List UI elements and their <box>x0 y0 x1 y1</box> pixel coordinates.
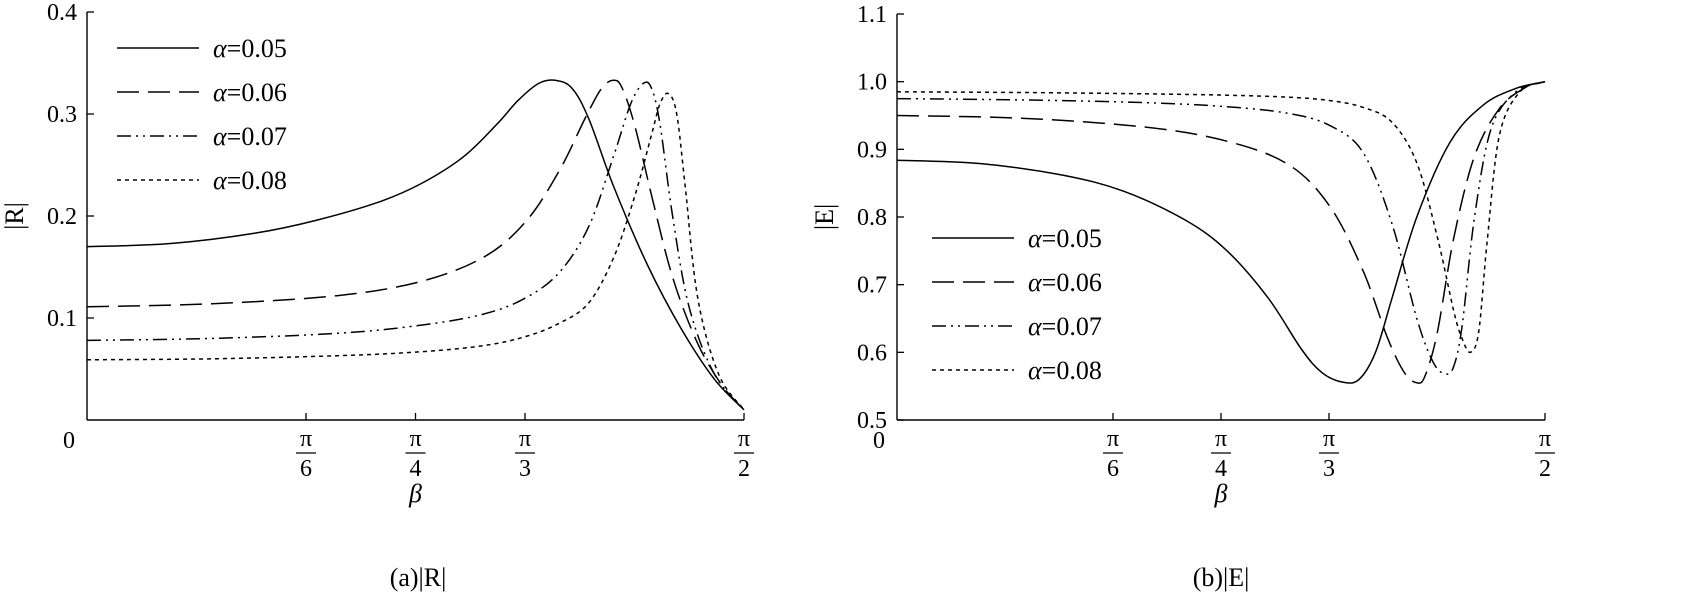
x-tick-numerator: π <box>1215 426 1227 452</box>
series-line-dashed <box>86 79 745 411</box>
legend-symbol: α <box>1028 268 1043 297</box>
panel-caption: (b)|E| <box>1193 563 1250 592</box>
legend-value: =0.06 <box>1042 268 1102 297</box>
chart-panel-b: 0.50.60.70.80.91.01.10 π6π4π3π2β|E|(b)|E|… <box>810 2 1555 592</box>
legend-value: =0.07 <box>227 122 287 151</box>
x-tick-label-fraction: π2 <box>734 426 754 482</box>
y-tick-label: 0.7 <box>857 273 887 299</box>
x-tick-numerator: π <box>1323 426 1335 452</box>
y-tick-label: 1.0 <box>857 70 887 96</box>
legend-label: α=0.07 <box>1028 312 1102 341</box>
series-line-solid <box>896 80 1546 384</box>
y-tick-label: 0.1 <box>47 306 77 332</box>
series-line-dashed <box>896 80 1546 384</box>
legend-value: =0.08 <box>1042 356 1102 385</box>
series-line-dashdot <box>896 80 1546 375</box>
series-line-dotted <box>86 92 745 411</box>
x-tick-numerator: π <box>409 426 421 452</box>
legend-symbol: α <box>213 78 228 107</box>
legend-value: =0.06 <box>227 78 287 107</box>
series-line-solid <box>86 79 745 411</box>
legend-label: α=0.05 <box>1028 224 1102 253</box>
legend-value: =0.05 <box>1042 224 1102 253</box>
x-tick-denominator: 4 <box>410 456 422 482</box>
legend-value: =0.08 <box>227 166 287 195</box>
y-tick-label: 0.6 <box>857 340 887 366</box>
x-tick-denominator: 6 <box>300 456 312 482</box>
legend-symbol: α <box>1028 312 1043 341</box>
legend-value: =0.07 <box>1042 312 1102 341</box>
x-tick-label-fraction: π4 <box>405 426 426 482</box>
y-tick-label: 0.8 <box>857 205 887 231</box>
x-axis-label: β <box>1214 479 1228 508</box>
x-tick-label-fraction: π3 <box>1319 426 1339 482</box>
x-tick-denominator: 2 <box>738 456 750 482</box>
x-tick-numerator: π <box>1539 426 1551 452</box>
y-tick-label: 0.2 <box>47 204 77 230</box>
x-tick-label-fraction: π6 <box>1103 426 1123 482</box>
legend-label: α=0.08 <box>213 166 287 195</box>
legend-symbol: α <box>1028 224 1043 253</box>
x-tick-denominator: 6 <box>1107 456 1119 482</box>
y-tick-label: 1.1 <box>857 2 887 28</box>
x-tick-denominator: 4 <box>1215 456 1227 482</box>
x-tick-label: 0 <box>873 428 885 454</box>
x-tick-numerator: π <box>1107 426 1119 452</box>
x-tick-label-fraction: π4 <box>1211 426 1231 482</box>
legend-label: α=0.06 <box>213 78 287 107</box>
x-tick-numerator: π <box>300 426 312 452</box>
y-axis-label: |R| <box>0 202 29 230</box>
panel-caption: (a)|R| <box>390 563 447 592</box>
legend-symbol: α <box>213 34 228 63</box>
y-tick-label: 0.3 <box>47 102 77 128</box>
x-tick-numerator: π <box>519 426 531 452</box>
x-tick-label-fraction: π3 <box>515 426 535 482</box>
legend-symbol: α <box>213 166 228 195</box>
x-tick-label: 0 <box>63 428 75 454</box>
legend-symbol: α <box>1028 356 1043 385</box>
chart-panel-a: 0.10.20.30.40 π6π4π3π2β|R|(a)|R|α=0.05α=0… <box>0 0 754 592</box>
y-tick-label: 0.4 <box>47 0 77 26</box>
legend-label: α=0.06 <box>1028 268 1102 297</box>
x-tick-denominator: 3 <box>1323 456 1335 482</box>
x-tick-denominator: 2 <box>1539 456 1551 482</box>
legend-label: α=0.05 <box>213 34 287 63</box>
x-tick-numerator: π <box>738 426 750 452</box>
legend-value: =0.05 <box>227 34 287 63</box>
x-tick-label-fraction: π6 <box>296 426 316 482</box>
series-line-dashdot <box>86 81 745 411</box>
x-tick-denominator: 3 <box>519 456 531 482</box>
y-tick-label: 0.9 <box>857 137 887 163</box>
legend-symbol: α <box>213 122 228 151</box>
y-axis-label: |E| <box>810 204 839 230</box>
legend-label: α=0.07 <box>213 122 287 151</box>
x-axis-label: β <box>408 479 422 508</box>
legend-label: α=0.08 <box>1028 356 1102 385</box>
series-line-dotted <box>896 80 1546 354</box>
y-tick-label: 0.5 <box>857 408 887 434</box>
x-tick-label-fraction: π2 <box>1535 426 1555 482</box>
